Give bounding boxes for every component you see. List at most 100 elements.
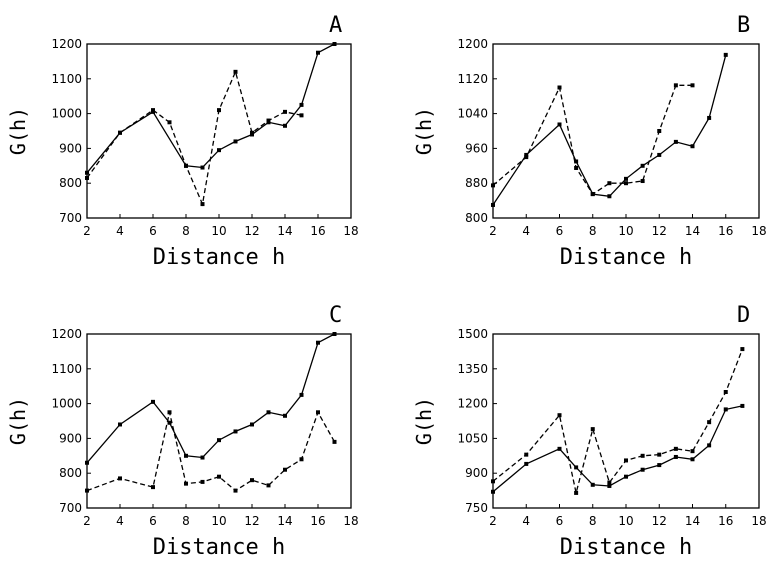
plot-frame: [86, 43, 352, 219]
data-point: [299, 457, 304, 462]
x-tick-label: 6: [149, 514, 157, 528]
series-line-dashed: [492, 348, 744, 494]
data-point: [557, 446, 562, 451]
data-point: [590, 427, 595, 432]
x-tick-label: 4: [116, 224, 124, 238]
x-tick-label: 6: [149, 224, 157, 238]
panel-d: 2 4 6 8 10 12 14 16 18 750 900 1050 1200 1350 1500 Dist…: [412, 303, 767, 560]
panel-letter: D: [737, 303, 750, 328]
x-tick-label: 10: [211, 224, 226, 238]
panel-a: 2 4 6 8 10 12 14 16 18 700 800 900 1000 1100 1200 Dista…: [6, 13, 359, 270]
data-point: [217, 438, 221, 443]
data-point: [740, 347, 745, 352]
data-point: [491, 202, 495, 207]
data-point: [524, 155, 529, 160]
data-point: [624, 176, 628, 181]
y-axis-label: G(h): [412, 107, 436, 155]
series-line-solid: [492, 405, 743, 493]
data-point: [491, 183, 495, 188]
data-point: [673, 454, 678, 459]
data-point: [707, 420, 712, 425]
x-tick-label: 12: [244, 224, 259, 238]
y-tick-label: 1200: [457, 37, 488, 51]
x-tick-label: 18: [343, 514, 358, 528]
y-tick-label: 1100: [51, 72, 82, 86]
data-point: [640, 453, 645, 458]
data-point: [690, 457, 695, 462]
data-point: [85, 488, 89, 493]
data-point: [690, 449, 695, 454]
x-tick-label: 14: [277, 514, 292, 528]
x-axis-label: Distance h: [153, 535, 285, 560]
y-tick-label: 1200: [51, 327, 82, 341]
data-point: [524, 152, 529, 157]
data-point: [167, 410, 172, 415]
y-tick-label: 900: [465, 466, 488, 480]
x-tick-label: 10: [211, 514, 226, 528]
data-point: [723, 407, 728, 412]
data-point: [491, 489, 495, 494]
plot-frame: [86, 333, 352, 509]
y-tick-label: 1200: [51, 37, 82, 51]
data-point: [266, 483, 271, 488]
data-point: [316, 50, 320, 55]
data-point: [657, 452, 662, 457]
data-point: [283, 413, 287, 418]
x-axis-label: Distance h: [560, 535, 692, 560]
y-axis-label: G(h): [6, 397, 30, 445]
data-point: [607, 194, 612, 199]
y-tick-label: 800: [59, 466, 82, 480]
data-point: [673, 139, 678, 144]
x-tick-label: 16: [718, 514, 733, 528]
x-tick-label: 12: [244, 514, 259, 528]
data-point: [118, 422, 122, 427]
data-point: [283, 467, 287, 472]
x-tick-label: 18: [751, 224, 766, 238]
data-point: [167, 420, 172, 425]
x-tick-label: 16: [310, 514, 325, 528]
y-tick-label: 1350: [457, 362, 488, 376]
data-point: [250, 478, 254, 483]
x-tick-label: 14: [685, 514, 700, 528]
data-point: [316, 410, 320, 415]
y-tick-label: 800: [59, 176, 82, 190]
data-point: [233, 429, 238, 434]
y-tick-label: 1120: [457, 72, 488, 86]
panel-letter: C: [329, 303, 342, 328]
data-point: [85, 175, 89, 180]
data-point: [723, 52, 728, 57]
x-tick-label: 2: [489, 224, 497, 238]
x-tick-label: 16: [310, 224, 325, 238]
x-tick-label: 4: [522, 224, 530, 238]
data-point: [283, 123, 287, 128]
data-point: [740, 403, 745, 408]
data-point: [151, 108, 155, 113]
data-point: [657, 152, 662, 157]
data-point: [151, 399, 155, 404]
data-point: [217, 108, 221, 113]
x-tick-label: 8: [589, 514, 597, 528]
data-point: [707, 443, 712, 448]
y-tick-label: 700: [59, 501, 82, 515]
data-point: [316, 340, 320, 345]
y-tick-label: 900: [59, 431, 82, 445]
panel-b: 2 4 6 8 10 12 14 16 18 800 880 960 1040 1120 1200 Dista…: [412, 13, 767, 270]
data-point: [657, 463, 662, 468]
x-tick-label: 6: [556, 514, 564, 528]
series-line-dashed: [86, 69, 302, 207]
x-tick-label: 6: [556, 224, 564, 238]
data-point: [233, 139, 238, 144]
y-tick-label: 960: [465, 141, 488, 155]
series-line-solid: [86, 333, 335, 464]
data-point: [690, 144, 695, 149]
x-tick-label: 14: [277, 224, 292, 238]
y-tick-label: 1000: [51, 397, 82, 411]
data-point: [673, 83, 678, 88]
data-point: [657, 129, 662, 133]
data-point: [524, 461, 529, 466]
x-tick-label: 12: [652, 514, 667, 528]
data-point: [332, 332, 337, 336]
x-tick-label: 14: [685, 224, 700, 238]
y-tick-label: 1200: [457, 397, 488, 411]
data-point: [332, 439, 337, 444]
